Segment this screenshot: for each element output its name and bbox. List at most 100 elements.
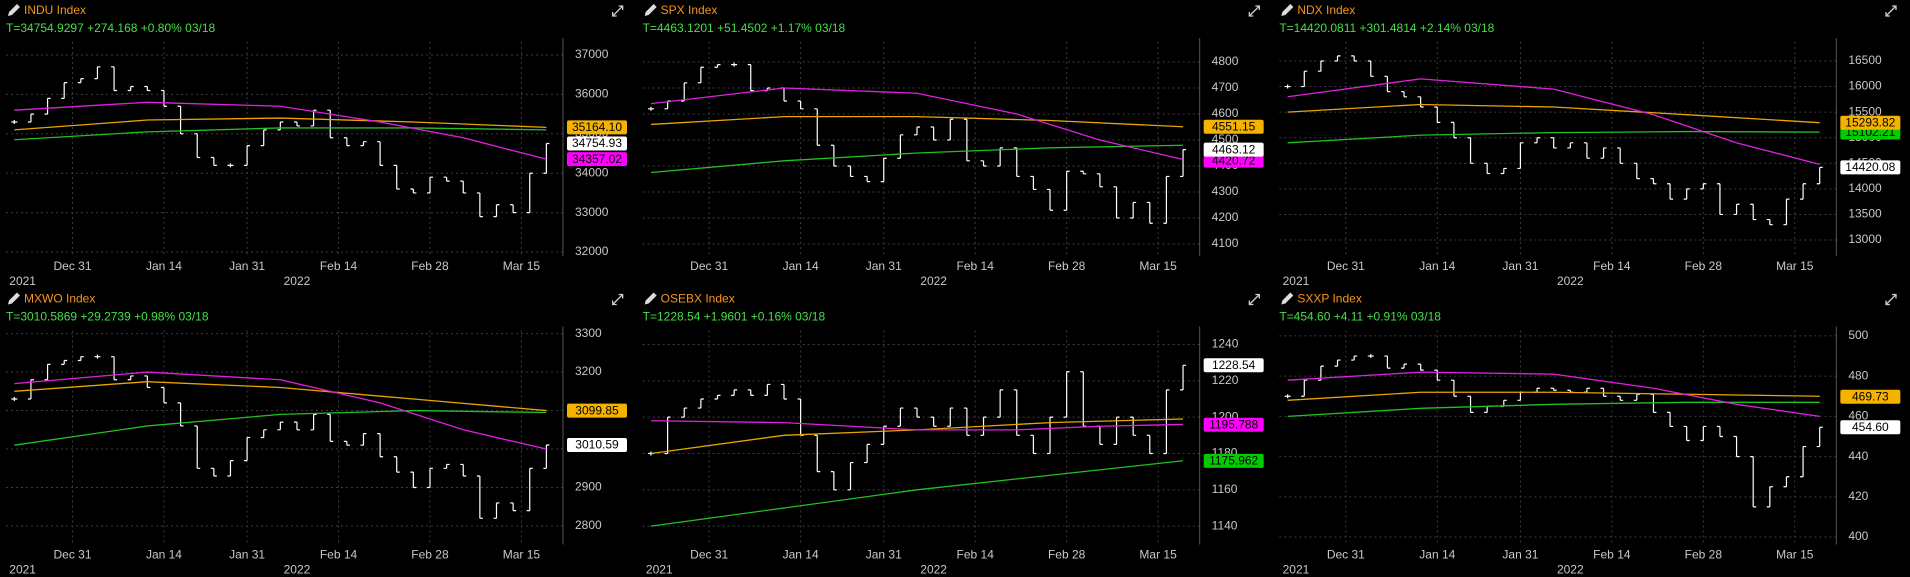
x-tick-label: Jan 14 bbox=[146, 259, 182, 273]
price-bar bbox=[1334, 359, 1341, 367]
expand-icon[interactable] bbox=[612, 293, 624, 306]
y-tick-label: 2900 bbox=[575, 480, 602, 494]
chart-subtitle: T=4463.1201 +51.4502 +1.17% 03/18 bbox=[643, 21, 846, 35]
last-value-box bbox=[1203, 153, 1264, 168]
x-tick-label: Feb 14 bbox=[957, 548, 995, 562]
price-bar bbox=[1534, 137, 1541, 144]
moving-average bbox=[14, 381, 547, 412]
price-bar bbox=[1013, 147, 1020, 178]
price-bar bbox=[1401, 91, 1408, 98]
last-value-box bbox=[567, 403, 627, 418]
price-bar bbox=[1013, 389, 1020, 436]
price-bar bbox=[127, 85, 134, 92]
y-tick-label: 4200 bbox=[1212, 210, 1239, 224]
price-bar bbox=[830, 144, 837, 167]
price-bar bbox=[697, 66, 704, 84]
x-year-label: 2022 bbox=[920, 563, 947, 577]
price-bar bbox=[1317, 60, 1324, 72]
price-bar bbox=[160, 386, 167, 404]
y-tick-label: 4100 bbox=[1212, 236, 1239, 250]
y-tick-label: 14000 bbox=[1848, 181, 1882, 195]
price-bar bbox=[443, 176, 450, 182]
edit-icon[interactable] bbox=[1281, 4, 1294, 16]
price-bar bbox=[997, 147, 1004, 167]
last-value-label: 1175.962 bbox=[1209, 453, 1258, 467]
price-bar bbox=[460, 463, 467, 477]
price-bar bbox=[277, 421, 284, 431]
moving-average bbox=[650, 115, 1184, 128]
price-bar bbox=[814, 108, 821, 146]
edit-icon[interactable] bbox=[1281, 292, 1294, 305]
x-tick-label: Mar 15 bbox=[1776, 548, 1814, 562]
moving-average bbox=[1287, 371, 1820, 418]
x-tick-label: Feb 14 bbox=[1593, 548, 1631, 562]
price-bar bbox=[697, 398, 704, 409]
chart-subtitle: T=1228.54 +1.9601 +0.16% 03/18 bbox=[643, 310, 826, 324]
x-tick-label: Feb 14 bbox=[1593, 259, 1631, 273]
last-value-label: 469.73 bbox=[1852, 389, 1889, 403]
edit-icon[interactable] bbox=[644, 4, 657, 16]
chart-subtitle: T=14420.0811 +301.4814 +2.14% 03/18 bbox=[1279, 21, 1494, 35]
price-bar bbox=[714, 64, 721, 68]
last-value-label: 3099.85 bbox=[575, 403, 619, 417]
moving-average bbox=[14, 101, 547, 160]
price-bar bbox=[1367, 354, 1374, 359]
price-bar bbox=[327, 413, 334, 442]
edit-icon[interactable] bbox=[644, 292, 657, 305]
price-bar bbox=[1567, 142, 1574, 149]
expand-icon[interactable] bbox=[1885, 293, 1897, 306]
chart-panel: MXWO Index T=3010.5869 +29.2739 +0.98% 03… bbox=[6, 292, 627, 577]
price-bar bbox=[94, 354, 101, 359]
price-bar bbox=[277, 121, 284, 131]
price-bar bbox=[1301, 379, 1308, 397]
price-bar bbox=[764, 383, 771, 396]
last-value-box bbox=[1203, 417, 1264, 432]
x-tick-label: Jan 31 bbox=[229, 259, 265, 273]
price-bar bbox=[160, 89, 167, 107]
price-bar bbox=[1517, 142, 1524, 170]
price-bar bbox=[77, 78, 84, 84]
edit-icon[interactable] bbox=[8, 4, 20, 16]
expand-icon[interactable] bbox=[1885, 5, 1897, 17]
x-tick-label: Jan 14 bbox=[1419, 548, 1455, 562]
price-bar bbox=[1030, 434, 1037, 455]
price-bar bbox=[293, 121, 300, 127]
last-value-label: 454.60 bbox=[1852, 420, 1889, 434]
y-tick-label: 2800 bbox=[575, 518, 602, 532]
price-bar bbox=[177, 402, 184, 427]
expand-icon[interactable] bbox=[1248, 293, 1260, 306]
last-value-box bbox=[1203, 119, 1264, 134]
price-bar bbox=[1113, 186, 1120, 219]
expand-icon[interactable] bbox=[612, 5, 624, 17]
price-bar bbox=[227, 459, 234, 477]
y-tick-label: 4300 bbox=[1212, 184, 1239, 198]
price-bar bbox=[27, 113, 34, 123]
price-bar bbox=[377, 141, 384, 166]
price-bar bbox=[1750, 456, 1757, 508]
price-bar bbox=[1500, 167, 1507, 175]
chart-title: INDU Index bbox=[24, 3, 86, 17]
price-bar bbox=[1700, 183, 1707, 190]
last-value-label: 4420.72 bbox=[1212, 153, 1256, 167]
y-tick-label: 460 bbox=[1848, 409, 1868, 423]
edit-icon[interactable] bbox=[8, 292, 20, 305]
price-bar bbox=[360, 433, 367, 446]
x-tick-label: Feb 28 bbox=[1685, 548, 1723, 562]
last-value-box bbox=[1203, 142, 1264, 157]
price-bar bbox=[493, 502, 500, 519]
moving-average bbox=[650, 144, 1184, 174]
price-bar bbox=[1667, 183, 1674, 200]
price-bar bbox=[476, 192, 483, 218]
chart-title: MXWO Index bbox=[24, 292, 95, 306]
price-bar bbox=[1783, 198, 1790, 226]
price-bar bbox=[1130, 201, 1137, 219]
price-bar bbox=[1467, 137, 1474, 164]
price-bar bbox=[510, 204, 517, 214]
price-bar bbox=[426, 467, 433, 489]
expand-icon[interactable] bbox=[1248, 5, 1260, 17]
price-bar bbox=[947, 118, 954, 141]
y-tick-label: 36000 bbox=[575, 87, 609, 101]
x-tick-label: Mar 15 bbox=[503, 548, 541, 562]
